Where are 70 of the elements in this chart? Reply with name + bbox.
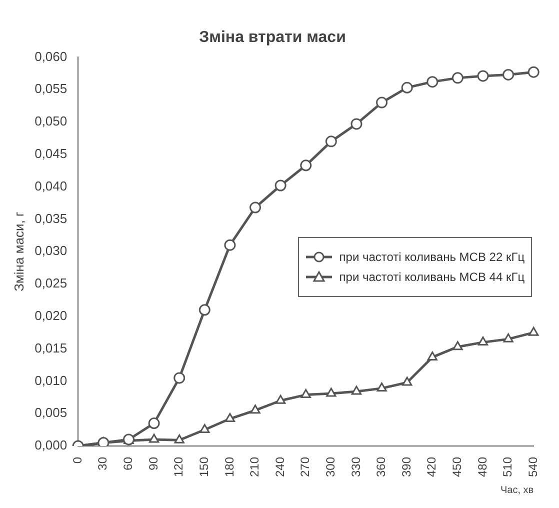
x-axis-title: Час, хв [500,484,534,496]
point [224,239,236,251]
x-tick-label: 390 [399,456,414,478]
point [250,202,262,214]
point [427,351,438,360]
x-tick-label: 330 [348,456,363,478]
y-tick-label: 0,050 [34,114,68,129]
x-tick-label: 30 [96,456,110,470]
point [402,376,412,386]
x-tick-label: 450 [450,456,464,478]
x-tick-label: 480 [475,456,490,478]
point [528,66,540,78]
y-tick-label: 0,010 [34,372,68,388]
x-tick-label: 270 [298,456,312,478]
y-tick-label: 0,020 [34,308,68,323]
x-tick-label: 300 [323,456,338,478]
point [148,418,160,430]
point [325,136,337,148]
point [426,76,438,88]
point [350,118,362,130]
x-tick-label: 90 [146,456,160,470]
y-tick-label: 0,035 [34,210,68,226]
point [478,336,488,346]
chart-title: Зміна втрати маси [199,29,346,46]
x-tick-label: 180 [222,456,236,478]
point [174,372,186,384]
point [250,404,260,414]
point [326,388,336,397]
y-tick-label: 0,040 [34,178,68,194]
point [376,382,387,392]
point [452,341,463,350]
y-tick-label: 0,025 [34,276,68,291]
point [148,434,160,443]
x-tick-label: 360 [374,456,388,478]
point [300,389,311,398]
legend-label: при частоті коливань МСВ 44 кГц [339,270,525,284]
point [98,436,110,446]
x-tick-label: 210 [248,456,262,478]
x-tick-label: 0 [70,456,84,464]
point [452,72,464,84]
y-tick-label: 0,000 [34,438,68,453]
x-tick-label: 420 [424,456,439,478]
point [477,70,489,82]
legend-label: при частоті коливань МСВ 22 кГц [339,250,525,264]
y-tick-label: 0,055 [34,81,68,96]
point [376,96,388,108]
x-tick-label: 60 [121,456,136,470]
y-tick-label: 0,005 [34,405,68,420]
x-tick-label: 150 [196,456,211,478]
point [224,413,236,422]
y-tick-label: 0,060 [34,48,68,64]
x-tick-label: 540 [526,456,540,478]
point [174,434,184,444]
point [274,180,286,192]
x-tick-label: 240 [272,456,287,478]
x-tick-label: 120 [172,456,186,478]
y-axis-title: Зміна маси, г [11,212,26,292]
point [275,394,286,404]
point [502,68,514,80]
y-tick-label: 0,015 [34,340,68,356]
x-tick-label: 510 [500,456,515,478]
point [503,333,514,342]
y-tick-label: 0,030 [34,243,68,258]
y-tick-label: 0,045 [34,146,68,161]
point [351,386,362,395]
point [200,424,210,434]
point [528,326,539,336]
point [300,160,312,172]
point [198,304,210,316]
point [401,82,413,94]
